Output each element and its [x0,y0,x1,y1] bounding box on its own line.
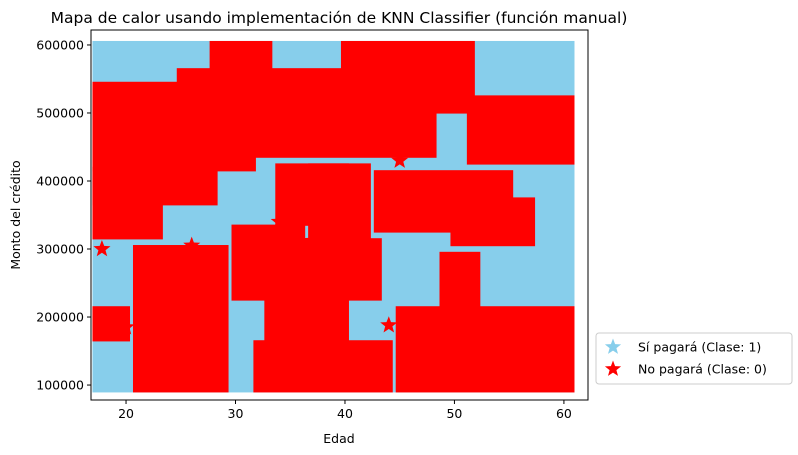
legend-box [595,332,793,385]
legend-label-class-0: No pagará (Clase: 0) [638,362,767,377]
data-point-3 [380,316,398,333]
legend-marker-class-0 [604,360,622,376]
x-tick-label: 40 [337,406,353,421]
region-class-0-10 [450,197,536,247]
legend: Sí pagará (Clase: 1) No pagará (Clase: 0) [595,332,793,385]
data-point-6 [391,151,409,168]
plot-area [90,29,589,401]
x-axis-label: Edad [323,431,354,446]
y-axis-ticks: 100000 200000 300000 400000 500000 600000 [36,37,91,393]
y-axis-label: Monto del crédito [8,160,23,269]
y-tick-label: 300000 [36,242,84,257]
x-tick-label: 30 [228,406,244,421]
chart-title: Mapa de calor usando implementación de K… [51,9,628,27]
data-point-9 [117,318,135,335]
data-point-4 [292,277,310,294]
legend-marker-class-1 [604,338,622,354]
y-tick-label: 600000 [36,37,84,52]
decision-regions [92,40,575,393]
region-class-0-16 [395,306,575,393]
region-class-0-3 [340,40,475,114]
x-tick-label: 60 [556,406,572,421]
region-class-0-18 [92,306,131,342]
data-point-5 [183,236,201,253]
data-point-7 [259,343,277,360]
region-class-0-11 [132,245,229,393]
plot-frame [90,29,589,401]
y-tick-label: 100000 [36,378,84,393]
data-points [93,151,409,392]
region-class-0-4 [466,95,575,165]
data-point-10 [194,359,212,376]
region-class-0-6 [92,166,218,206]
x-tick-label: 20 [118,406,134,421]
data-point-1 [161,375,179,392]
y-tick-label: 500000 [36,105,84,120]
data-point-8 [303,231,321,249]
x-axis-ticks: 20 30 40 50 60 [118,400,572,421]
region-class-0-2 [209,40,273,70]
legend-label-class-1: Sí pagará (Clase: 1) [638,340,761,355]
x-tick-label: 50 [446,406,462,421]
region-class-0-8 [308,163,371,247]
y-tick-label: 400000 [36,173,84,188]
region-class-0-17 [439,251,481,315]
data-point-0 [93,240,111,257]
region-class-0-14 [264,285,349,349]
y-tick-label: 200000 [36,310,84,325]
data-point-2 [270,212,288,230]
region-class-0-15 [253,340,393,393]
